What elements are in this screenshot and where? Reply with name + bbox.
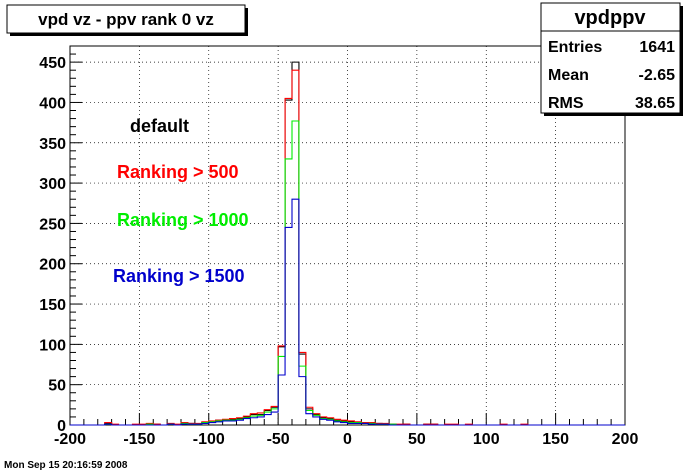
y-tick-label: 300 xyxy=(39,176,66,193)
x-tick-label: -150 xyxy=(123,431,155,448)
x-tick-labels: -200 -150 -100 -50 0 50 100 150 200 xyxy=(54,431,638,448)
y-tick-label: 150 xyxy=(39,297,66,314)
y-tick-label: 250 xyxy=(39,216,66,233)
annotation-ranking-500: Ranking > 500 xyxy=(117,162,239,182)
histogram-series xyxy=(70,61,625,426)
stats-value-rms: 38.65 xyxy=(635,95,675,112)
y-tick-label: 100 xyxy=(39,337,66,354)
timestamp: Mon Sep 15 20:16:59 2008 xyxy=(4,460,128,471)
x-tick-label: -200 xyxy=(54,431,86,448)
y-tick-labels: 0 50 100 150 200 250 300 350 400 450 xyxy=(39,55,66,435)
x-tick-label: 100 xyxy=(473,431,500,448)
stats-label-rms: RMS xyxy=(548,95,584,112)
stats-label-mean: Mean xyxy=(548,67,589,84)
y-tick-label: 400 xyxy=(39,95,66,112)
grid-lines xyxy=(70,46,625,425)
y-tick-label: 450 xyxy=(39,55,66,72)
stats-label-entries: Entries xyxy=(548,39,602,56)
x-tick-label: -50 xyxy=(267,431,290,448)
annotation-ranking-1000: Ranking > 1000 xyxy=(117,210,249,230)
y-tick-label: 50 xyxy=(48,378,66,395)
stats-value-entries: 1641 xyxy=(639,39,675,56)
x-tick-label: 200 xyxy=(612,431,639,448)
plot-frame xyxy=(69,45,626,426)
stats-value-mean: -2.65 xyxy=(639,67,676,84)
axis-ticks xyxy=(69,45,626,426)
y-tick-label: 0 xyxy=(57,418,66,435)
y-tick-label: 350 xyxy=(39,136,66,153)
title-box: vpd vz - ppv rank 0 vz xyxy=(6,4,248,36)
annotation-ranking-1500: Ranking > 1500 xyxy=(113,266,245,286)
annotation-default: default xyxy=(130,116,189,136)
x-tick-label: 0 xyxy=(343,431,352,448)
histogram-title: vpd vz - ppv rank 0 vz xyxy=(38,10,214,29)
x-tick-label: -100 xyxy=(193,431,225,448)
stats-name: vpdppv xyxy=(574,7,646,29)
histogram-series-3 xyxy=(70,198,625,426)
y-tick-label: 200 xyxy=(39,257,66,274)
x-tick-label: 50 xyxy=(408,431,426,448)
stats-box: vpdppv Entries 1641 Mean -2.65 RMS 38.65 xyxy=(540,2,683,116)
x-tick-label: 150 xyxy=(542,431,569,448)
